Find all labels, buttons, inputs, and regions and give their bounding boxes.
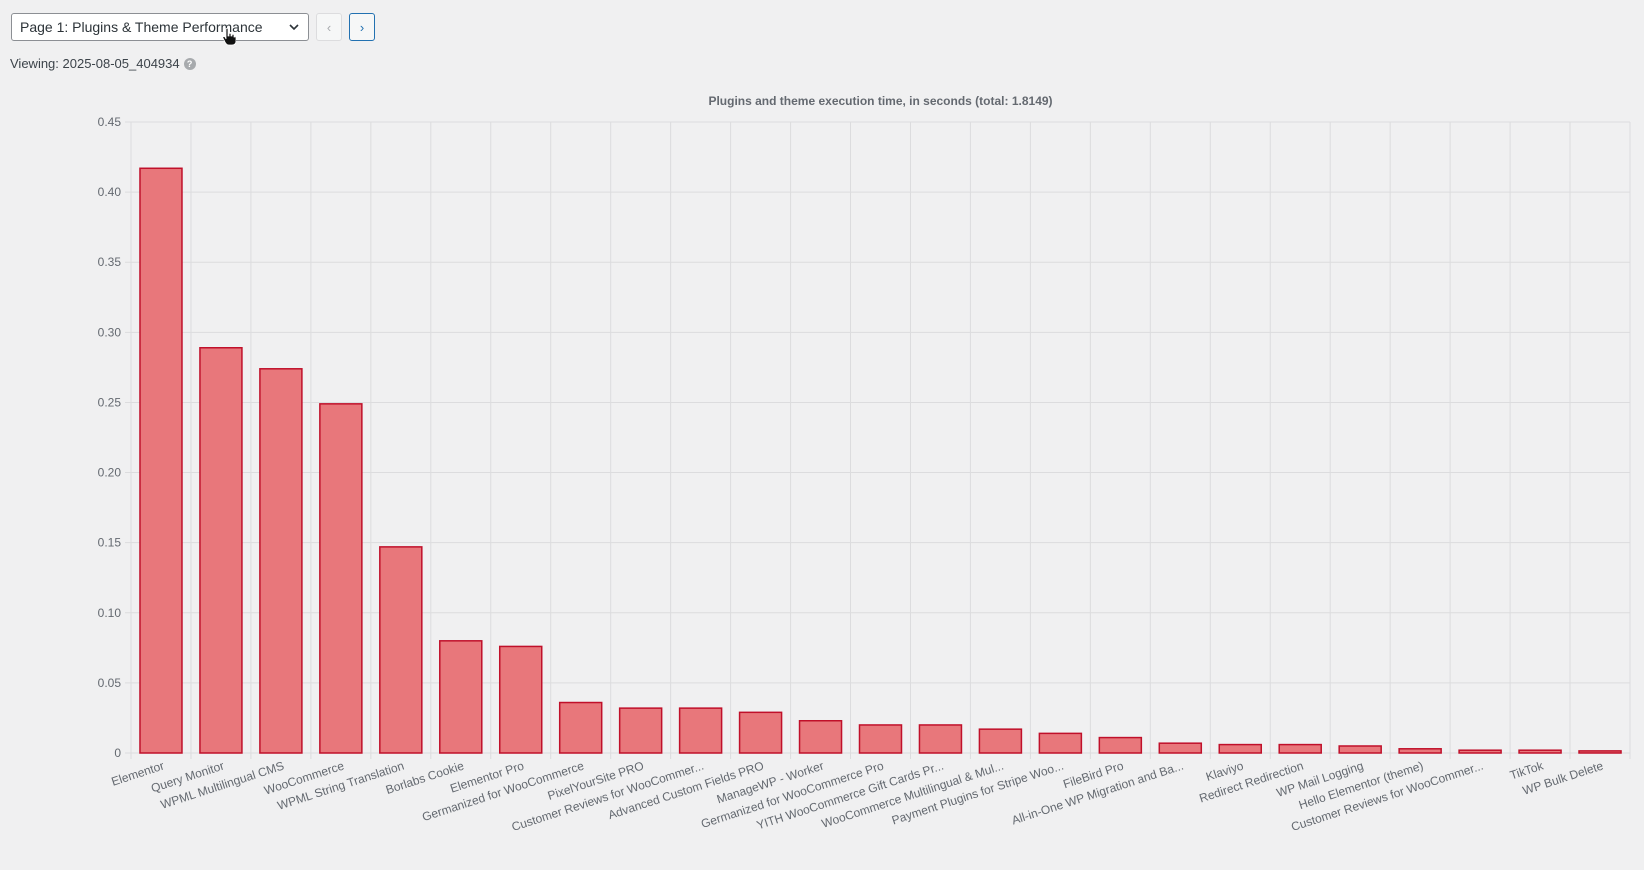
bar xyxy=(678,707,723,754)
bar xyxy=(1038,732,1083,754)
bar xyxy=(199,347,243,754)
bar xyxy=(1398,748,1442,754)
bar xyxy=(558,701,603,754)
y-tick-label: 0.25 xyxy=(98,395,122,409)
viewing-info: Viewing: 2025-08-05_404934 ? xyxy=(10,56,196,71)
bar xyxy=(439,640,483,754)
chart-title: Plugins and theme execution time, in sec… xyxy=(708,94,1052,108)
bar xyxy=(498,645,543,754)
question-circle-icon[interactable]: ? xyxy=(183,57,196,70)
bar xyxy=(1218,743,1263,754)
previous-page-button[interactable]: ‹ xyxy=(316,13,342,41)
bar xyxy=(1158,742,1203,754)
y-tick-label: 0.10 xyxy=(98,606,122,620)
bar xyxy=(618,707,663,754)
y-tick-label: 0.40 xyxy=(98,185,122,199)
y-tick-label: 0 xyxy=(114,746,121,760)
hand-cursor-icon xyxy=(222,28,236,46)
toolbar: Page 1: Plugins & Theme Performance ‹ › xyxy=(11,13,375,41)
bar xyxy=(1338,745,1382,754)
bar xyxy=(1458,749,1502,754)
bar xyxy=(259,368,303,754)
bar xyxy=(978,728,1023,754)
y-tick-label: 0.20 xyxy=(98,466,122,480)
bar xyxy=(319,403,363,754)
y-tick-label: 0.35 xyxy=(98,255,122,269)
bar xyxy=(1518,749,1562,754)
viewing-label: Viewing: 2025-08-05_404934 xyxy=(10,56,180,71)
y-tick-label: 0.30 xyxy=(98,325,122,339)
y-tick-label: 0.45 xyxy=(98,115,122,129)
y-tick-label: 0.15 xyxy=(98,536,122,550)
bar xyxy=(738,711,783,754)
page-select-value: Page 1: Plugins & Theme Performance xyxy=(20,19,263,35)
bar xyxy=(858,724,903,754)
bar xyxy=(798,719,843,754)
bar xyxy=(1098,736,1143,754)
bar xyxy=(918,724,963,754)
execution-time-bar-chart: Plugins and theme execution time, in sec… xyxy=(98,94,1631,834)
bar xyxy=(1578,750,1622,754)
y-tick-label: 0.05 xyxy=(98,676,122,690)
next-page-button[interactable]: › xyxy=(349,13,375,41)
bar xyxy=(379,546,423,754)
bar xyxy=(1278,743,1322,754)
chevron-down-icon xyxy=(289,24,299,31)
bar xyxy=(139,167,183,754)
page-select[interactable]: Page 1: Plugins & Theme Performance xyxy=(11,13,309,41)
